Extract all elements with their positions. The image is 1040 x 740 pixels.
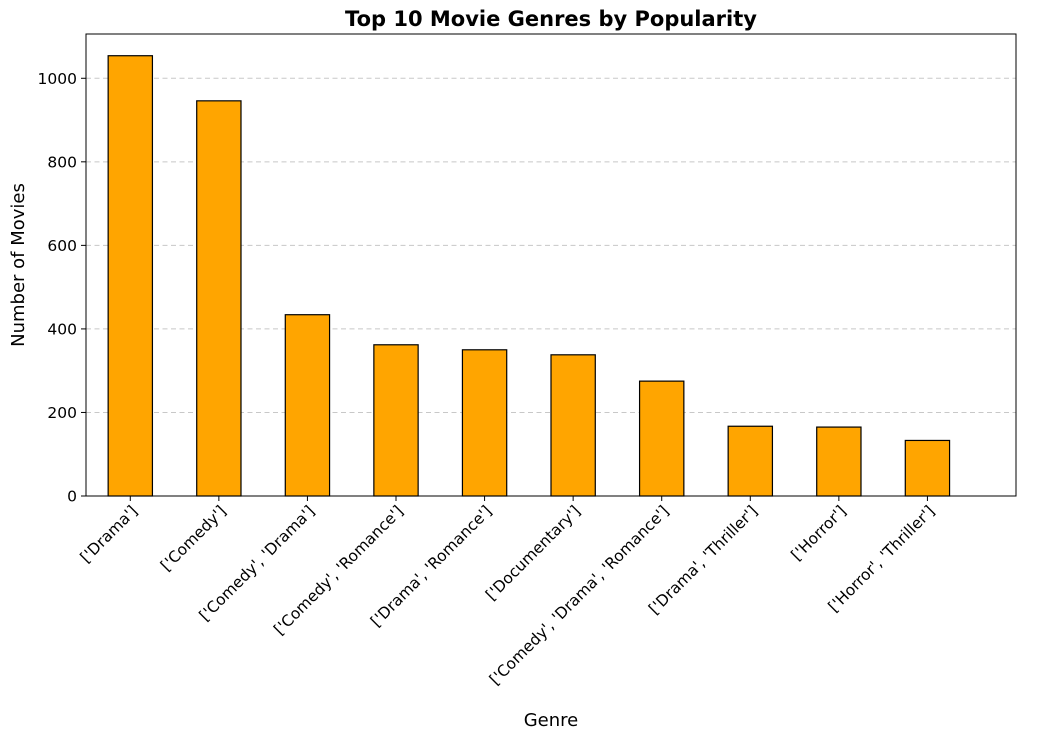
bar xyxy=(284,314,331,497)
y-tick-label: 1000 xyxy=(38,70,77,88)
bar xyxy=(550,354,596,497)
x-axis-ticks: ['Drama'] ['Comedy']['Comedy', 'Drama']['… xyxy=(77,496,938,689)
x-tick-label: ['Horror'] xyxy=(788,502,850,564)
chart-title: Top 10 Movie Genres by Popularity xyxy=(345,7,757,31)
y-tick-label: 600 xyxy=(47,237,77,255)
bar xyxy=(373,344,419,497)
y-tick-label: 200 xyxy=(47,404,77,422)
y-axis-ticks: 0 200 400 600 800 1000 xyxy=(38,70,86,506)
y-axis-label: Number of Movies xyxy=(8,183,29,347)
y-tick-label: 0 xyxy=(67,488,77,506)
plot-frame xyxy=(85,33,1017,497)
bar xyxy=(816,426,862,497)
bar xyxy=(727,425,774,497)
bar xyxy=(638,380,685,497)
x-axis-label: Genre xyxy=(524,710,579,731)
x-tick-label: ['Comedy'] xyxy=(157,502,230,575)
x-tick-label: ['Comedy', 'Drama', 'Romance'] xyxy=(486,502,673,689)
bar xyxy=(904,439,951,497)
bar xyxy=(461,349,508,497)
bar xyxy=(107,55,154,497)
y-tick-label: 400 xyxy=(47,320,77,338)
y-tick-label: 800 xyxy=(47,153,77,171)
x-tick-label: ['Drama'] xyxy=(77,502,141,566)
x-tick-label: ['Documentary'] xyxy=(482,502,584,604)
bars xyxy=(107,55,951,497)
bar xyxy=(196,100,242,497)
